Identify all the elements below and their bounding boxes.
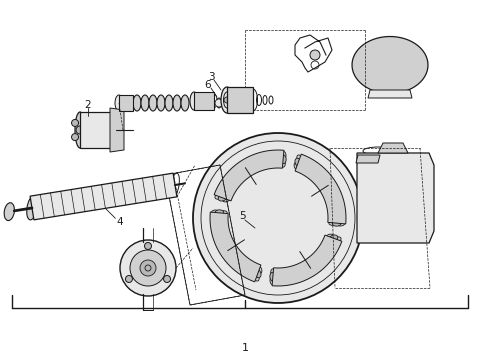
Ellipse shape <box>337 221 345 226</box>
Ellipse shape <box>165 95 173 111</box>
Text: 3: 3 <box>208 72 214 82</box>
Polygon shape <box>357 153 434 243</box>
Ellipse shape <box>280 159 285 167</box>
Polygon shape <box>295 154 346 224</box>
Circle shape <box>145 243 151 249</box>
Ellipse shape <box>326 234 334 239</box>
Circle shape <box>81 134 89 140</box>
Ellipse shape <box>218 195 227 201</box>
Ellipse shape <box>332 220 341 226</box>
Circle shape <box>310 50 320 60</box>
Ellipse shape <box>280 155 286 164</box>
Circle shape <box>384 184 412 212</box>
Ellipse shape <box>217 98 221 108</box>
Ellipse shape <box>329 235 338 242</box>
Ellipse shape <box>215 194 222 199</box>
Polygon shape <box>214 150 284 201</box>
Polygon shape <box>110 108 124 152</box>
Ellipse shape <box>115 95 123 111</box>
Polygon shape <box>119 95 133 111</box>
Ellipse shape <box>226 98 231 108</box>
Ellipse shape <box>222 197 230 202</box>
Circle shape <box>224 97 230 103</box>
Circle shape <box>164 275 171 283</box>
Polygon shape <box>378 143 408 153</box>
Circle shape <box>215 99 223 107</box>
Circle shape <box>393 193 403 203</box>
Text: 5: 5 <box>239 211 245 221</box>
Text: 2: 2 <box>85 100 91 110</box>
Ellipse shape <box>190 92 198 110</box>
Circle shape <box>130 250 166 286</box>
Circle shape <box>72 134 78 140</box>
Circle shape <box>81 120 89 126</box>
Text: 1: 1 <box>242 343 248 353</box>
Polygon shape <box>356 155 380 163</box>
Ellipse shape <box>329 220 337 225</box>
Ellipse shape <box>297 155 302 163</box>
Circle shape <box>76 126 84 134</box>
Ellipse shape <box>173 95 181 111</box>
Polygon shape <box>30 173 177 220</box>
Ellipse shape <box>270 277 275 285</box>
Ellipse shape <box>215 210 224 216</box>
Ellipse shape <box>157 95 165 111</box>
Ellipse shape <box>75 112 85 148</box>
Circle shape <box>193 133 363 303</box>
Ellipse shape <box>256 266 262 274</box>
Polygon shape <box>80 112 116 148</box>
Ellipse shape <box>270 272 276 281</box>
Text: 4: 4 <box>116 217 122 228</box>
Circle shape <box>72 120 78 126</box>
Ellipse shape <box>181 95 189 111</box>
Circle shape <box>145 265 151 271</box>
Polygon shape <box>368 90 412 98</box>
Ellipse shape <box>211 210 219 215</box>
Ellipse shape <box>255 269 261 278</box>
Ellipse shape <box>221 98 226 108</box>
Circle shape <box>140 260 156 276</box>
Circle shape <box>368 43 412 87</box>
Ellipse shape <box>149 95 157 111</box>
Ellipse shape <box>281 151 286 159</box>
Ellipse shape <box>333 237 341 242</box>
Text: 6: 6 <box>205 80 211 90</box>
Ellipse shape <box>133 95 141 111</box>
Ellipse shape <box>221 87 233 113</box>
Polygon shape <box>272 235 342 286</box>
Ellipse shape <box>219 211 227 216</box>
Ellipse shape <box>270 269 276 277</box>
Ellipse shape <box>141 95 149 111</box>
Ellipse shape <box>254 273 259 281</box>
Polygon shape <box>210 212 261 282</box>
Polygon shape <box>227 87 253 113</box>
Polygon shape <box>194 92 214 110</box>
Circle shape <box>120 240 176 296</box>
Ellipse shape <box>27 196 37 220</box>
Ellipse shape <box>4 203 14 221</box>
Polygon shape <box>352 36 428 94</box>
Ellipse shape <box>295 158 301 167</box>
Circle shape <box>125 275 132 283</box>
Circle shape <box>373 173 423 223</box>
Circle shape <box>380 55 400 75</box>
Ellipse shape <box>294 162 299 170</box>
